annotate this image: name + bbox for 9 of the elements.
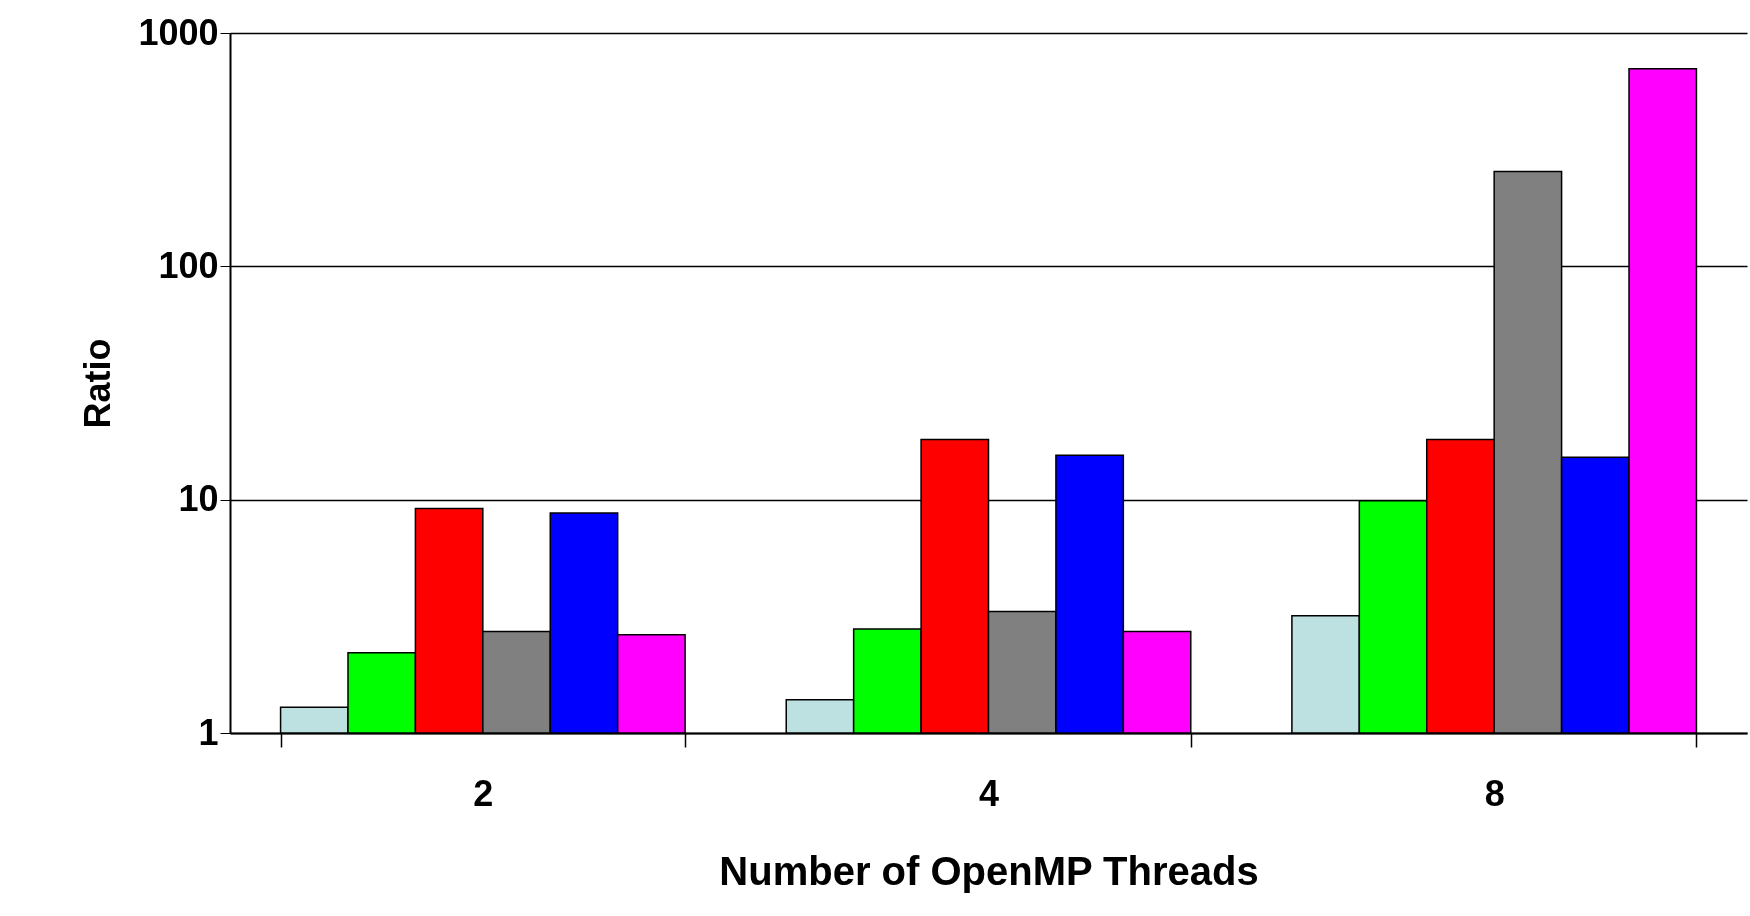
x-tick-label: 2 [473, 772, 494, 814]
y-tick-label: 100 [158, 244, 219, 286]
x-tick-label: 8 [1484, 772, 1505, 814]
y-tick-label: 1 [198, 711, 219, 753]
y-axis-title: Ratio [77, 338, 119, 429]
y-tick-label: 1000 [138, 11, 219, 53]
x-axis-title: Number of OpenMP Threads [719, 848, 1259, 893]
y-tick-label: 10 [178, 478, 219, 520]
x-tick-label: 4 [978, 772, 1000, 814]
